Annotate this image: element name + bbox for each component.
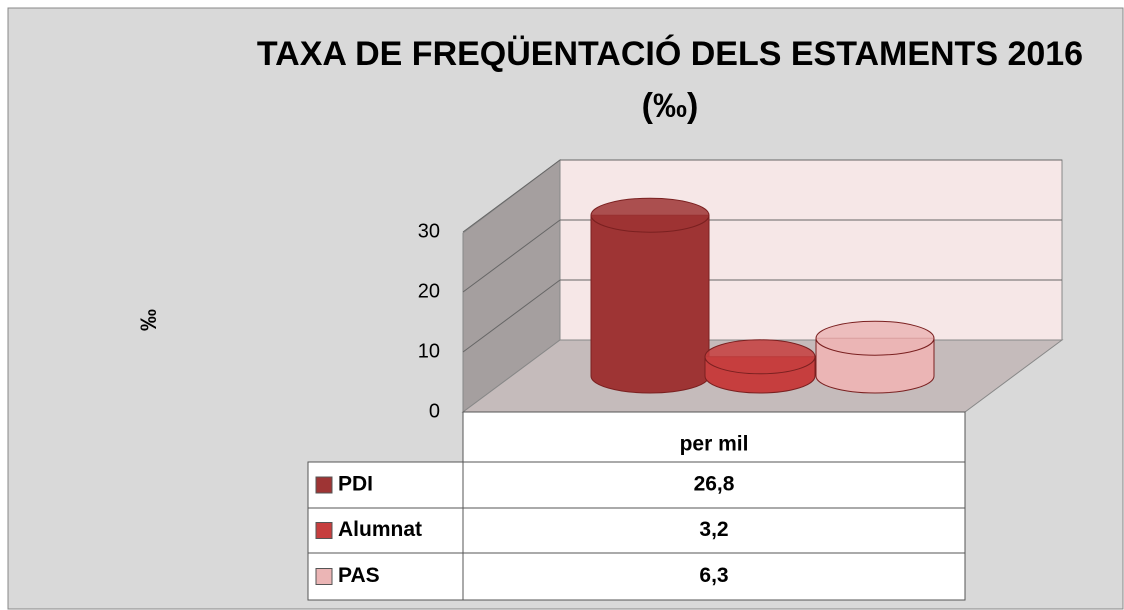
table-header-cell [462, 411, 966, 463]
table-cell [307, 507, 464, 554]
grid-line [462, 159, 561, 233]
legend-swatch [315, 476, 333, 494]
table-cell [307, 461, 464, 509]
data-label: 3,2 [699, 518, 728, 541]
chart-title: TAXA DE FREQÜENTACIÓ DELS ESTAMENTS 2016… [256, 35, 1084, 125]
legend-label: Alumnat [338, 518, 422, 541]
y-tick-label: 10 [418, 340, 440, 362]
table-category: per mil [680, 433, 749, 456]
y-tick-label: 20 [418, 280, 440, 302]
bar-top [590, 197, 710, 233]
table-cell [462, 552, 966, 601]
grid-line [462, 219, 561, 293]
legend-label: PAS [338, 564, 380, 587]
grid-line [462, 279, 561, 353]
table-cell [307, 552, 464, 601]
legend-swatch [315, 522, 333, 539]
bar [590, 214, 710, 394]
bar-top [815, 320, 935, 356]
table-cell [462, 461, 966, 509]
y-tick-label: 30 [418, 220, 440, 242]
y-axis-label: ‰ [136, 309, 161, 331]
bar-top [704, 339, 816, 375]
data-label: 6,3 [699, 564, 728, 587]
legend-swatch [315, 568, 333, 585]
table-cell [462, 507, 966, 554]
data-label: 26,8 [694, 473, 735, 496]
legend-label: PDI [338, 473, 373, 496]
y-tick-label: 0 [429, 400, 440, 422]
